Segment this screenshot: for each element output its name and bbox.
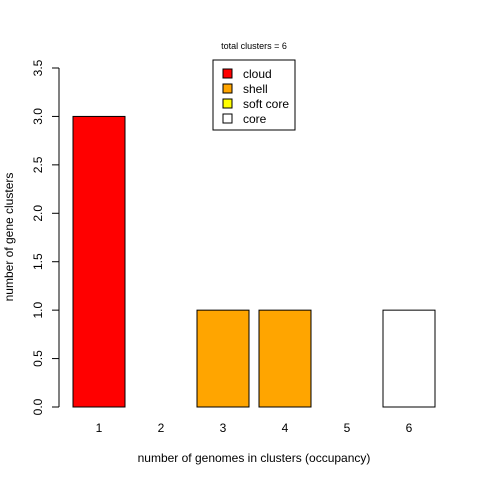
- chart-title: total clusters = 6: [221, 41, 287, 51]
- y-tick-label: 3.0: [31, 108, 45, 125]
- y-tick-label: 2.0: [31, 205, 45, 222]
- bar-4: [258, 309, 312, 408]
- legend-swatch-shell: [222, 83, 233, 94]
- y-tick-label: 2.5: [31, 156, 45, 173]
- bars-group: [72, 115, 436, 408]
- y-axis: 0.0 0.5 1.0 1.5 2.0 2.5 3.0 3.5: [31, 59, 60, 415]
- bar-6: [382, 309, 436, 408]
- x-tick-label-5: 5: [344, 421, 351, 435]
- bar-3: [196, 309, 250, 408]
- legend-label: core: [243, 112, 267, 126]
- x-tick-label-6: 6: [406, 421, 413, 435]
- x-tick-label-1: 1: [96, 421, 103, 435]
- legend-swatch-cloud: [222, 68, 233, 79]
- y-tick-label: 0.0: [31, 398, 45, 415]
- x-tick-label-4: 4: [282, 421, 289, 435]
- legend-label: soft core: [243, 97, 289, 111]
- y-tick-label: 1.0: [31, 301, 45, 318]
- x-axis-tick-labels: 1 2 3 4 5 6: [96, 421, 413, 435]
- y-tick-label: 1.5: [31, 253, 45, 270]
- y-tick-label: 0.5: [31, 350, 45, 367]
- legend-swatch-core: [222, 113, 233, 124]
- y-tick-label: 3.5: [31, 59, 45, 76]
- legend-swatch-soft-core: [222, 98, 233, 109]
- y-axis-title: number of gene clusters: [2, 173, 16, 302]
- legend-label: cloud: [243, 67, 272, 81]
- x-tick-label-2: 2: [158, 421, 165, 435]
- x-tick-label-3: 3: [220, 421, 227, 435]
- legend-label: shell: [243, 82, 268, 96]
- bar-1: [72, 115, 126, 408]
- x-axis-title: number of genomes in clusters (occupancy…: [138, 451, 371, 465]
